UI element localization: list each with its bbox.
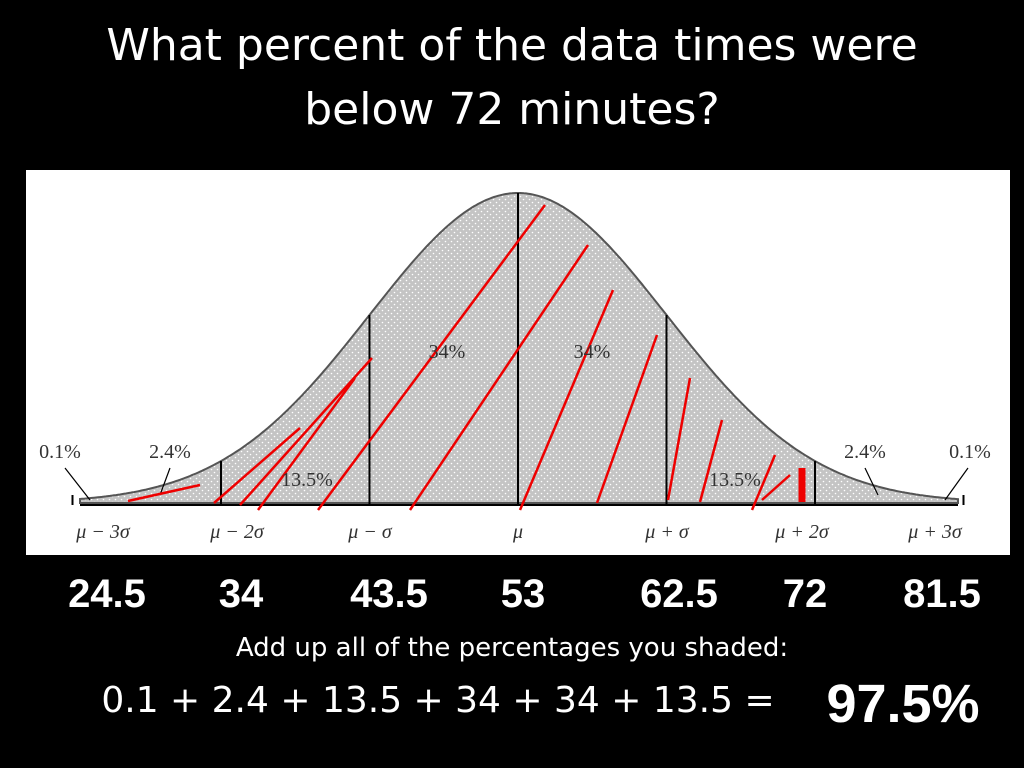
sigma-label: μ − σ [347,521,393,543]
answer: 97.5% [826,674,979,734]
sigma-label: μ + σ [644,521,690,543]
region-label: 13.5% [281,469,333,491]
shading-lines [127,204,791,511]
value-label: 24.5 [68,572,146,616]
value-label: 81.5 [903,572,981,616]
sigma-label: μ [512,521,523,543]
value-label: 34 [219,572,264,616]
value-label: 62.5 [640,572,718,616]
slide-title: What percent of the data times were belo… [106,20,918,135]
value-label: 53 [501,572,546,616]
region-label: 0.1% [39,441,81,463]
leader-lines [64,467,969,501]
value-label: 43.5 [350,572,428,616]
instruction: Add up all of the percentages you shaded… [236,633,788,663]
region-label: 13.5% [709,469,761,491]
sigma-label: μ − 2σ [209,521,265,543]
region-label: 0.1% [949,441,991,463]
equation: 0.1 + 2.4 + 13.5 + 34 + 34 + 13.5 = [101,680,774,721]
value-label: 72 [783,572,828,616]
sigma-label: μ − 3σ [75,521,131,543]
region-label: 2.4% [844,441,886,463]
sigma-label: μ + 3σ [907,521,963,543]
region-label: 2.4% [149,441,191,463]
sigma-label: μ + 2σ [774,521,830,543]
region-label: 34% [429,341,466,363]
region-label: 34% [574,341,611,363]
